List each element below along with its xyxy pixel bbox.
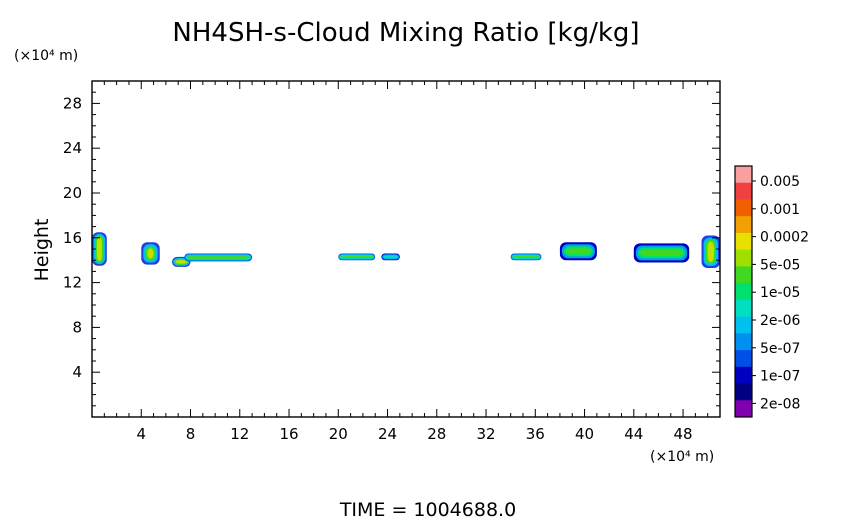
- colorbar-swatch: [735, 232, 752, 251]
- cloud-patch: [96, 237, 102, 261]
- colorbar-frame: [734, 165, 753, 418]
- x-tick-label: 32: [476, 425, 495, 443]
- colorbar: 0.005 0.001 0.0002 5e-05 1e-05 2e-06 5e-07 1e-0…: [734, 165, 809, 418]
- colorbar-label: 2e-06: [760, 313, 800, 329]
- colorbar-label: 5e-07: [760, 341, 800, 357]
- x-tick-label: 48: [674, 425, 693, 443]
- colorbar-label: 5e-05: [760, 257, 800, 273]
- plot-frame: [91, 80, 721, 418]
- y-axis-label: Height: [31, 219, 53, 282]
- x-tick-label: 24: [378, 425, 397, 443]
- y-tick-label: 8: [72, 318, 82, 336]
- x-axis-unit: (×10⁴ m): [650, 449, 714, 465]
- y-tick-label: 20: [63, 184, 82, 202]
- colorbar-label: 2e-08: [760, 396, 800, 412]
- time-label: TIME = 1004688.0: [339, 499, 516, 519]
- cloud-patch: [147, 248, 154, 259]
- y-tick-label: 12: [63, 274, 82, 292]
- y-tick-label: 16: [63, 229, 82, 247]
- chart-title: NH4SH-s-Cloud Mixing Ratio [kg/kg]: [172, 18, 639, 48]
- colorbar-swatch: [735, 166, 752, 184]
- colorbar-swatch: [735, 249, 752, 267]
- x-tick-label: 28: [427, 425, 446, 443]
- colorbar-swatch: [735, 182, 752, 200]
- x-tick-label: 40: [575, 425, 594, 443]
- cloud-field: [92, 232, 720, 269]
- cloud-patch: [565, 248, 591, 255]
- cloud-patch: [640, 249, 683, 257]
- x-tick-label: 36: [526, 425, 545, 443]
- x-tick-label: 16: [279, 425, 298, 443]
- colorbar-label: 1e-07: [760, 369, 800, 385]
- colorbar-swatch: [735, 400, 752, 418]
- colorbar-swatch: [735, 316, 752, 334]
- colorbar-swatch: [735, 366, 752, 385]
- cloud-patch: [340, 255, 373, 258]
- cloud-patch: [512, 255, 540, 258]
- y-tick-label: 4: [72, 363, 82, 381]
- cloud-patch: [707, 241, 714, 262]
- colorbar-label: 1e-05: [760, 285, 800, 301]
- colorbar-swatch: [735, 199, 752, 217]
- colorbar-swatch: [735, 333, 752, 351]
- x-tick-label: 8: [186, 425, 196, 443]
- colorbar-swatch: [735, 383, 752, 401]
- x-tick-label: 4: [136, 425, 146, 443]
- colorbar-swatch: [735, 283, 752, 301]
- colorbar-label: 0.0002: [760, 230, 809, 246]
- y-tick-label: 24: [63, 139, 82, 157]
- y-tick-label: 28: [63, 94, 82, 112]
- cloud-patch: [383, 255, 398, 258]
- x-tick-label: 20: [329, 425, 348, 443]
- cloud-patch: [175, 260, 188, 264]
- colorbar-swatch: [735, 350, 752, 368]
- colorbar-label: 0.001: [760, 202, 800, 218]
- colorbar-swatch: [735, 216, 752, 234]
- x-tick-label: 12: [230, 425, 249, 443]
- colorbar-label: 0.005: [760, 174, 800, 190]
- colorbar-swatch: [735, 266, 752, 284]
- cloud-patch: [186, 256, 250, 259]
- x-tick-label: 44: [624, 425, 643, 443]
- colorbar-swatch: [735, 299, 752, 318]
- y-axis-unit: (×10⁴ m): [14, 48, 78, 64]
